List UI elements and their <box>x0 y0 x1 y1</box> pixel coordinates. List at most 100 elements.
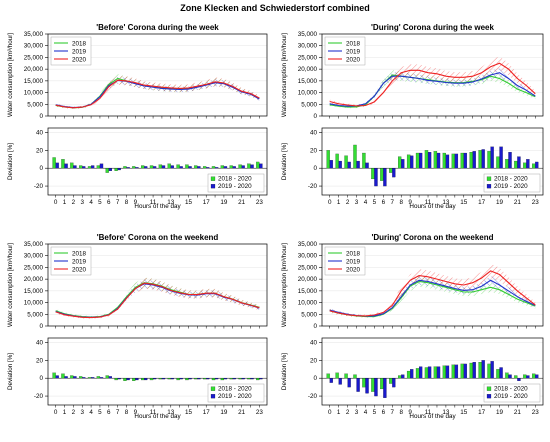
bar-2019 - 2020 <box>499 146 503 169</box>
legend-box <box>483 173 541 193</box>
y-tick-label: 20 <box>310 357 318 364</box>
bar-2019 - 2020 <box>90 165 95 169</box>
x-tick-label: 17 <box>478 199 486 206</box>
y-tick-label: 35,000 <box>298 31 318 38</box>
x-tick-label: 13 <box>167 199 175 206</box>
bar-2019 - 2020 <box>232 378 236 380</box>
x-tick-label: 6 <box>382 409 386 416</box>
x-tick-label: 2 <box>346 199 350 206</box>
legend-label: 2019 <box>72 258 87 265</box>
bar-2018 - 2020 <box>185 378 189 381</box>
bar-2019 - 2020 <box>445 365 450 379</box>
x-tick-label: 5 <box>98 199 102 206</box>
bar-2019 - 2020 <box>356 160 360 169</box>
y-tick-label: 20,000 <box>24 66 44 73</box>
bar-2019 - 2020 <box>108 376 113 379</box>
bar-2018 - 2020 <box>229 165 233 169</box>
figure-title: Zone Klecken and Schwiederstorf combined <box>180 3 370 13</box>
bar-2019 - 2020 <box>481 360 485 379</box>
bar-2019 - 2020 <box>152 166 157 169</box>
y-axis-label: Water consumption [km³/hour] <box>7 33 14 117</box>
y-tick-label: -20 <box>308 183 318 190</box>
x-tick-label: 13 <box>167 409 175 416</box>
bar-2018 - 2020 <box>185 164 189 169</box>
bar-2018 - 2020 <box>326 150 330 169</box>
bar-2019 - 2020 <box>250 378 254 380</box>
bar-2018 - 2020 <box>424 367 429 379</box>
bar-2019 - 2020 <box>481 149 485 169</box>
x-tick-label: 7 <box>391 409 395 416</box>
y-tick-label: 30,000 <box>298 43 318 50</box>
bar-2019 - 2020 <box>508 152 512 169</box>
bar-2019 - 2020 <box>64 376 68 379</box>
bar-2019 - 2020 <box>90 377 95 379</box>
y-tick-label: 35,000 <box>24 241 44 248</box>
bar-2018 - 2020 <box>238 378 242 380</box>
bar-2018 - 2020 <box>79 165 83 169</box>
bar-2019 - 2020 <box>463 363 467 379</box>
y-tick-label: 20,000 <box>298 66 318 73</box>
y-tick-label: 15,000 <box>298 78 318 85</box>
bar-2019 - 2020 <box>188 378 192 380</box>
x-tick-label: 13 <box>442 409 450 416</box>
y-tick-label: 0 <box>313 165 317 172</box>
bar-2019 - 2020 <box>188 166 192 169</box>
y-axis-label: Water consumption [km³/hour] <box>281 243 288 327</box>
panel-title: 'Before' Corona during the week <box>96 23 219 32</box>
plot-frame <box>321 243 544 327</box>
legend-swatch <box>486 184 492 189</box>
bar-2019 - 2020 <box>535 374 539 379</box>
x-tick-label: 2 <box>72 199 76 206</box>
x-tick-label: 11 <box>150 409 157 416</box>
bar-2019 - 2020 <box>338 378 342 385</box>
legend-label: 2020 <box>72 56 87 63</box>
bar-2018 - 2020 <box>496 369 500 379</box>
bar-2019 - 2020 <box>214 167 219 169</box>
bar-2019 - 2020 <box>410 155 414 169</box>
bar-2018 - 2020 <box>194 378 198 380</box>
x-tick-label: 15 <box>185 409 193 416</box>
legend-label: 2018 <box>72 250 87 257</box>
plot-frame <box>47 243 268 327</box>
bar-2019 - 2020 <box>454 153 459 169</box>
line-panel-4: 'Before' Corona on the weekend 0 5,000 10,0… <box>7 233 268 330</box>
band-2020 <box>329 263 536 318</box>
bar-2019 - 2020 <box>152 378 157 380</box>
bar-2019 - 2020 <box>383 378 387 398</box>
bar-2018 - 2020 <box>247 378 251 380</box>
y-tick-label: -20 <box>34 393 44 400</box>
y-tick-label: 20 <box>310 147 318 154</box>
bar-2018 - 2020 <box>70 162 74 169</box>
y-tick-label: 5,000 <box>301 101 317 108</box>
bar-2019 - 2020 <box>117 378 121 380</box>
legend-label: 2018 <box>346 40 361 47</box>
legend-swatch <box>486 176 492 181</box>
plot-frame <box>321 337 544 406</box>
bar-2018 - 2020 <box>380 378 384 390</box>
bar-2019 - 2020 <box>108 168 113 171</box>
bar-2018 - 2020 <box>451 364 455 379</box>
bar-2019 - 2020 <box>329 378 333 383</box>
plot-frame <box>47 127 268 196</box>
bar-2019 - 2020 <box>347 378 351 388</box>
bar-2019 - 2020 <box>82 166 86 169</box>
bar-2018 - 2020 <box>123 166 127 169</box>
bar-2018 - 2020 <box>478 362 482 379</box>
bar-2018 - 2020 <box>398 156 402 169</box>
bar-2019 - 2020 <box>463 152 467 169</box>
x-tick-label: 21 <box>238 199 246 206</box>
y-tick-label: 0 <box>313 113 317 120</box>
bar-2018 - 2020 <box>176 164 180 169</box>
legend-label: 2020 <box>346 56 361 63</box>
y-tick-label: 30,000 <box>298 253 318 260</box>
series-line-2020 <box>55 282 260 319</box>
bar-2018 - 2020 <box>415 368 420 379</box>
bar-2018 - 2020 <box>167 378 171 380</box>
y-tick-label: 40 <box>36 129 44 136</box>
bar-2019 - 2020 <box>410 369 414 379</box>
x-tick-label: 21 <box>514 409 522 416</box>
bar-2019 - 2020 <box>517 378 521 381</box>
bar-2019 - 2020 <box>392 378 396 388</box>
